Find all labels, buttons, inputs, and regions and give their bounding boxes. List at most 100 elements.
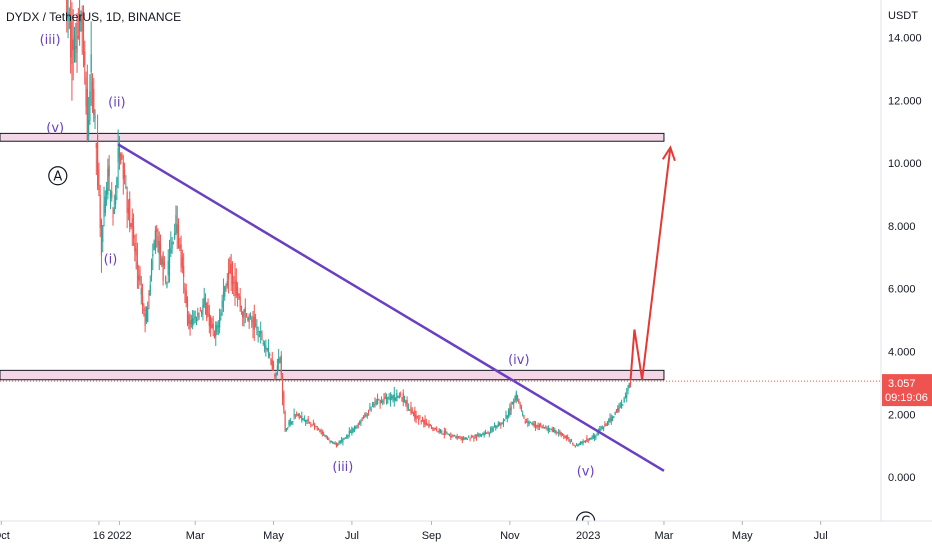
candle-body — [524, 421, 526, 424]
candle — [353, 425, 356, 433]
candle — [554, 427, 556, 434]
candle-body — [129, 198, 131, 227]
candle — [311, 424, 313, 427]
candle — [98, 162, 100, 197]
candle-body — [409, 409, 411, 411]
candle-body — [574, 446, 576, 448]
candle — [90, 21, 92, 106]
candle — [542, 424, 544, 429]
candle — [477, 432, 479, 437]
candle-body — [99, 195, 101, 228]
candle — [289, 417, 291, 427]
candle-body — [608, 419, 610, 422]
candle — [253, 304, 255, 341]
candle — [428, 420, 430, 429]
candle-body — [560, 432, 562, 436]
candle-body — [95, 142, 97, 148]
candle-body — [450, 435, 452, 437]
candle-body — [611, 416, 614, 421]
candle — [606, 421, 609, 426]
candle — [489, 426, 492, 434]
candle — [247, 316, 249, 322]
candle-body — [105, 188, 108, 195]
candle — [586, 435, 588, 443]
candle — [496, 425, 498, 429]
candle — [215, 321, 217, 347]
candle-body — [253, 316, 255, 330]
candle-body — [288, 422, 290, 425]
candle-body — [341, 439, 343, 442]
candle-body — [111, 191, 113, 199]
candle — [551, 426, 553, 433]
candle — [624, 392, 627, 399]
time-tick-label: Jul — [345, 530, 359, 542]
candle-body — [532, 422, 534, 425]
candle-body — [361, 419, 363, 421]
candle — [412, 411, 415, 417]
candle-body — [335, 443, 338, 448]
candle-body — [394, 398, 397, 400]
candle-body — [262, 342, 264, 344]
candle-body — [131, 218, 133, 227]
time-axis-bg[interactable] — [0, 521, 881, 550]
candle — [550, 428, 552, 430]
candle-body — [588, 439, 591, 441]
candle-body — [314, 424, 316, 429]
candle-body — [176, 224, 178, 233]
candle — [118, 135, 121, 170]
candle — [288, 419, 290, 428]
candle — [249, 312, 252, 320]
candle — [596, 432, 598, 436]
candle — [510, 401, 512, 415]
candle — [392, 394, 394, 403]
price-axis-bg[interactable] — [881, 0, 932, 550]
candle — [179, 237, 181, 252]
candle-body — [68, 15, 70, 17]
candle-body — [203, 297, 205, 307]
candle — [500, 422, 502, 429]
candle — [415, 410, 417, 424]
candle-body — [480, 434, 483, 436]
candle — [211, 317, 213, 329]
candle — [376, 393, 379, 405]
candle-body — [554, 429, 556, 433]
candle — [416, 415, 418, 419]
candle — [217, 320, 219, 336]
candle — [225, 283, 227, 292]
candle-body — [594, 435, 596, 439]
candle — [343, 437, 345, 440]
candle-body — [190, 319, 192, 325]
candle-body — [398, 396, 401, 398]
candle — [297, 413, 299, 417]
candle — [224, 285, 226, 301]
candle-body — [113, 208, 115, 214]
price-axis[interactable]: 0.000 2.000 4.000 6.000 8.000 10.000 12.000 14.… — [888, 33, 922, 484]
candle — [105, 181, 108, 206]
candle — [608, 418, 610, 426]
candle — [619, 402, 621, 409]
candle — [397, 395, 399, 399]
candle — [622, 404, 624, 406]
candle-body — [184, 287, 186, 291]
candle-body — [460, 436, 462, 438]
candle-body — [475, 436, 478, 438]
candle — [351, 426, 353, 436]
candle-body — [153, 241, 155, 250]
candle — [466, 438, 469, 440]
candle-body — [109, 193, 112, 197]
candle-body — [498, 423, 501, 426]
candle-body — [406, 400, 408, 408]
candle — [113, 194, 115, 215]
candle-body — [98, 169, 100, 191]
candle — [260, 321, 262, 344]
candle — [184, 282, 186, 304]
candle — [293, 408, 295, 420]
candle — [497, 421, 499, 427]
candle-body — [266, 348, 268, 351]
candle — [147, 301, 149, 323]
resistance-zone-1 — [0, 132, 665, 142]
candle-body — [339, 440, 341, 443]
candle — [67, 0, 69, 39]
